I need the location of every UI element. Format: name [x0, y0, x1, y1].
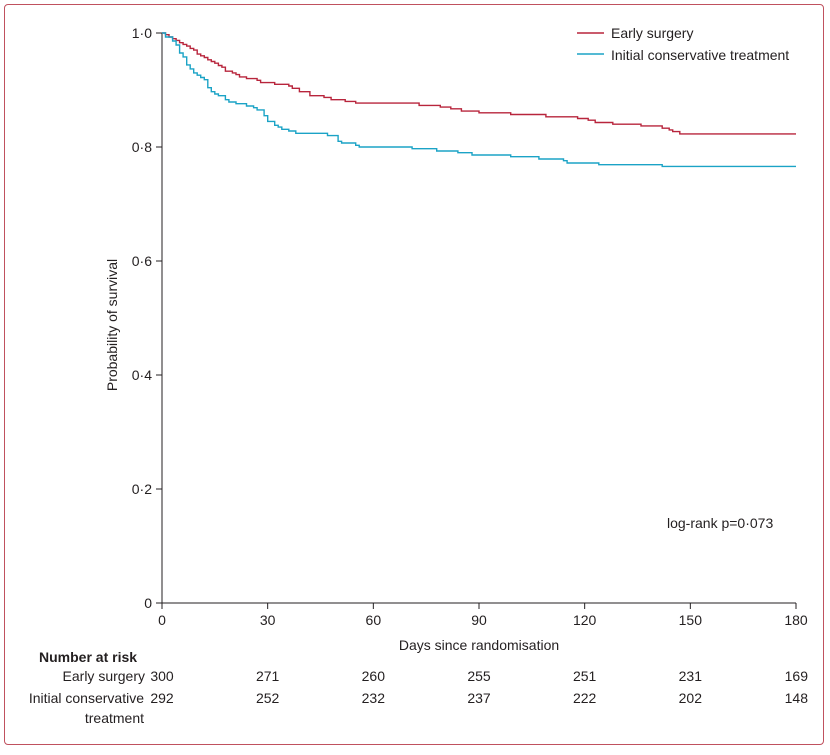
y-tick-label: 1·0 [132, 25, 152, 41]
x-tick-label: 60 [366, 612, 382, 628]
y-tick-labels: 0 0·2 0·4 0·6 0·8 1·0 [132, 25, 152, 611]
x-tick-label: 120 [573, 612, 597, 628]
series-line-early-surgery [162, 32, 796, 135]
log-rank-annotation: log-rank p=0·073 [667, 515, 773, 531]
y-tick-label: 0·2 [132, 481, 152, 497]
risk-value: 148 [785, 690, 809, 706]
x-tick-label: 30 [260, 612, 276, 628]
risk-value: 271 [256, 668, 280, 684]
y-tick-label: 0·8 [132, 139, 152, 155]
risk-value: 292 [150, 690, 174, 706]
legend-label-early-surgery: Early surgery [611, 25, 693, 41]
survival-curves [162, 32, 796, 168]
risk-row-label-early-surgery: Early surgery [63, 668, 145, 684]
risk-value: 231 [679, 668, 703, 684]
risk-row-label-conservative-line2: treatment [85, 710, 144, 726]
y-tick-label: 0 [144, 595, 152, 611]
risk-value: 252 [256, 690, 280, 706]
risk-row-label-conservative: Initial conservative [29, 690, 144, 706]
legend: Early surgery Initial conservative treat… [577, 25, 789, 63]
figure-frame [4, 4, 824, 745]
risk-table: Number at risk Early surgery Initial con… [29, 649, 808, 726]
x-tick-label: 90 [471, 612, 487, 628]
risk-table-title: Number at risk [39, 649, 137, 665]
risk-value: 222 [573, 690, 597, 706]
risk-value: 237 [467, 690, 491, 706]
risk-values: 300 271 260 255 251 231 169 292 252 232 237 222 202 1… [150, 668, 808, 706]
risk-value: 300 [150, 668, 174, 684]
x-axis-title: Days since randomisation [399, 637, 559, 653]
x-tick-label: 180 [784, 612, 808, 628]
x-tick-label: 150 [679, 612, 703, 628]
risk-value: 169 [785, 668, 809, 684]
risk-value: 260 [362, 668, 386, 684]
y-tick-label: 0·4 [132, 367, 152, 383]
risk-value: 255 [467, 668, 491, 684]
y-axis-title: Probability of survival [104, 259, 120, 391]
risk-value: 232 [362, 690, 386, 706]
x-tick-label: 0 [158, 612, 166, 628]
y-tick-label: 0·6 [132, 253, 152, 269]
x-tick-labels: 0 30 60 90 120 150 180 [158, 612, 808, 628]
axes [156, 32, 797, 609]
series-line-conservative [162, 32, 796, 168]
risk-value: 202 [679, 690, 703, 706]
legend-label-conservative: Initial conservative treatment [611, 47, 789, 63]
risk-value: 251 [573, 668, 597, 684]
